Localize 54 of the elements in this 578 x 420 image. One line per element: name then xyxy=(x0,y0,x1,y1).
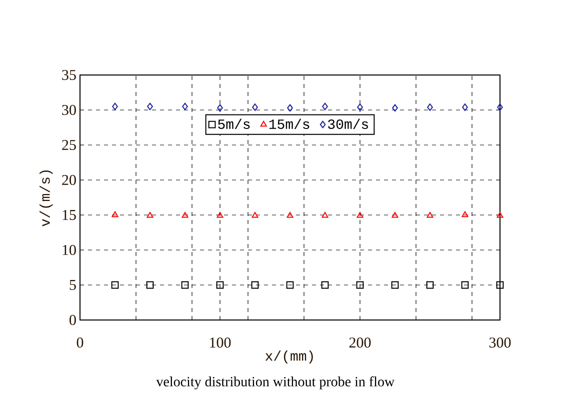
point xyxy=(112,211,118,218)
point xyxy=(146,281,154,289)
point xyxy=(497,103,503,111)
point xyxy=(146,212,154,218)
y-tick-label: 30 xyxy=(62,104,76,116)
legend-label: 15m/s xyxy=(269,118,310,129)
y-tick-label: 5 xyxy=(70,280,76,290)
x-tick-label: 200 xyxy=(349,338,371,348)
point xyxy=(392,104,398,112)
point xyxy=(426,212,434,218)
point xyxy=(357,103,363,111)
point xyxy=(426,281,434,289)
point xyxy=(462,211,468,218)
x-axis-title: x/(mm) xyxy=(265,350,313,364)
y-tick-label: 25 xyxy=(62,140,76,150)
x-tick-label: 0 xyxy=(76,338,84,348)
point xyxy=(322,212,328,218)
point xyxy=(462,103,468,111)
point xyxy=(461,281,469,289)
x-tick-label: 100 xyxy=(210,338,231,348)
point xyxy=(427,103,433,111)
point xyxy=(181,281,189,289)
legend-label: 5m/s xyxy=(218,118,250,129)
point xyxy=(286,212,294,218)
point xyxy=(182,102,188,110)
point xyxy=(356,281,364,289)
point xyxy=(216,281,224,289)
y-tick-label: 35 xyxy=(62,70,76,80)
point xyxy=(322,102,328,110)
x-tick-label: 300 xyxy=(489,338,511,348)
point xyxy=(111,281,119,289)
point xyxy=(287,104,293,112)
point xyxy=(112,102,118,110)
point xyxy=(147,102,153,110)
point xyxy=(252,212,258,218)
point xyxy=(496,281,504,289)
y-tick-label: 10 xyxy=(62,244,76,256)
point xyxy=(496,212,504,218)
point xyxy=(216,212,224,218)
point xyxy=(251,281,259,289)
point xyxy=(217,104,223,112)
point xyxy=(252,103,258,111)
point xyxy=(356,212,364,218)
y-tick-label: 20 xyxy=(62,174,76,186)
text: velocity distribution without probe in flow xyxy=(156,376,395,390)
legend-label: 30m/s xyxy=(328,118,368,129)
point xyxy=(321,281,329,289)
point xyxy=(182,212,188,218)
point xyxy=(392,212,398,218)
point xyxy=(286,281,294,289)
point xyxy=(391,281,399,289)
y-tick-label: 15 xyxy=(62,210,76,220)
y-axis-title: v/(m/s) xyxy=(40,170,53,226)
y-tick-label: 0 xyxy=(70,314,76,326)
